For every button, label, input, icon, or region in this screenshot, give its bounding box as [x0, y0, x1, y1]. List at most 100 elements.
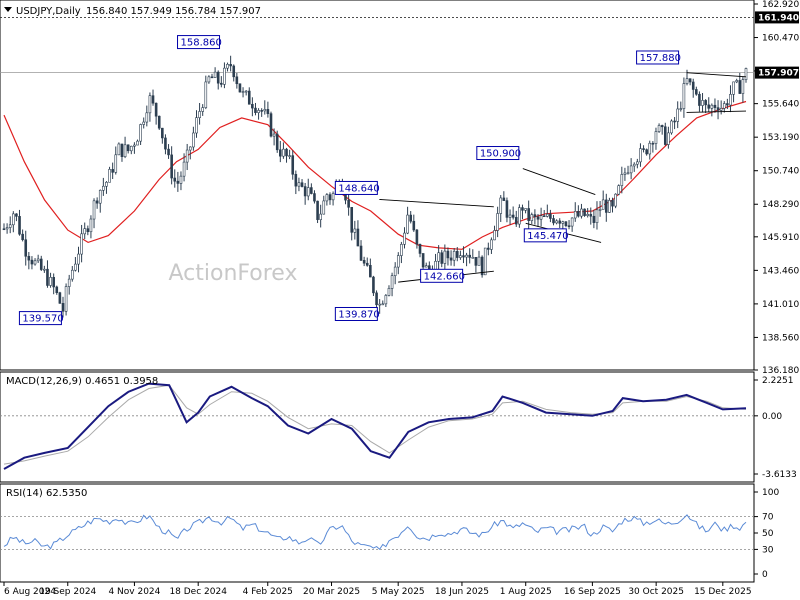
candle	[46, 260, 49, 288]
price-annotation: 150.900	[476, 146, 521, 161]
annotation-box	[476, 146, 520, 161]
candle	[626, 165, 630, 175]
candle	[623, 167, 627, 181]
candle-body	[285, 148, 288, 157]
candle	[567, 220, 571, 230]
candle	[710, 103, 714, 117]
candle	[98, 189, 102, 213]
candle-body	[313, 193, 316, 202]
candle-body	[639, 148, 642, 163]
candle-body	[154, 102, 158, 117]
candle	[83, 222, 87, 240]
candle	[55, 285, 59, 295]
candle-body	[232, 65, 236, 78]
candle-body	[266, 109, 270, 114]
candle-body	[80, 233, 83, 255]
candle-body	[530, 214, 534, 221]
rsi-tick-label: 30	[762, 545, 774, 555]
candle-body	[365, 262, 369, 266]
candle-body	[185, 149, 189, 163]
candle	[390, 272, 394, 297]
candle-body	[192, 132, 195, 148]
candle-body	[49, 277, 52, 286]
candle	[549, 209, 552, 223]
candle	[30, 256, 34, 270]
candle-body	[133, 144, 136, 147]
candle-body	[74, 263, 77, 271]
candle	[707, 97, 711, 113]
candle-body	[21, 233, 24, 241]
candle	[642, 145, 645, 153]
candle-body	[157, 115, 161, 129]
candle	[353, 220, 357, 240]
candle	[502, 191, 506, 201]
y-tick-label: 141.010	[762, 300, 799, 310]
candle-body	[396, 255, 400, 268]
candle	[173, 169, 177, 188]
candle	[490, 237, 493, 254]
candle	[145, 105, 149, 127]
candle	[570, 217, 574, 232]
candle-body	[142, 121, 146, 125]
candle	[645, 148, 648, 156]
candle-body	[421, 253, 425, 268]
annotation-box	[177, 35, 221, 50]
price-annotation: 148.640	[334, 180, 380, 195]
candle-body	[173, 177, 177, 182]
candle	[80, 224, 83, 263]
candle-body	[477, 256, 481, 266]
candle-body	[350, 206, 354, 233]
candle	[729, 85, 732, 113]
candle	[369, 258, 372, 278]
candle-body	[744, 68, 748, 80]
candle	[701, 92, 704, 113]
candle-body	[636, 161, 639, 165]
candle-body	[18, 216, 21, 235]
candle-body	[310, 187, 313, 194]
candle	[716, 100, 720, 120]
candle-body	[670, 120, 673, 134]
candle-body	[161, 127, 164, 139]
candle	[396, 252, 400, 275]
candle	[238, 83, 242, 93]
date-tick-label: 15 Dec 2025	[694, 587, 752, 597]
candle	[226, 62, 229, 72]
candle	[310, 183, 313, 195]
candle-body	[527, 208, 530, 221]
candle	[229, 55, 232, 72]
candle	[611, 197, 614, 213]
annotation-box	[334, 306, 378, 321]
y-tick-label: 155.640	[762, 100, 799, 110]
candle-body	[27, 255, 31, 261]
annotation-label: 150.900	[480, 149, 521, 160]
candle-body	[660, 125, 664, 128]
candle	[505, 197, 509, 223]
candle	[679, 101, 683, 112]
collapse-triangle-icon[interactable]	[4, 7, 12, 12]
candle-body	[626, 172, 630, 175]
date-tick-label: 18 Jun 2025	[435, 587, 489, 597]
candle	[698, 91, 701, 112]
candle	[195, 110, 198, 138]
candle-body	[695, 89, 698, 95]
candle	[406, 206, 409, 235]
candle	[151, 89, 155, 106]
candle	[474, 257, 478, 273]
candle-body	[111, 169, 114, 173]
candle	[179, 171, 183, 191]
candle	[449, 250, 453, 266]
candle	[452, 248, 456, 267]
date-tick-label: 6 Aug 2024	[4, 587, 56, 597]
candle-body	[412, 220, 416, 231]
candle-body	[36, 258, 40, 262]
candle	[126, 144, 130, 154]
candle	[216, 70, 220, 90]
date-tick-label: 5 May 2025	[372, 587, 425, 597]
candle-body	[521, 207, 524, 211]
candle	[580, 203, 583, 219]
candle-body	[117, 143, 121, 156]
date-tick-label: 4 Feb 2025	[243, 587, 293, 597]
macd-tick-label: 2.2251	[762, 376, 794, 386]
candle-body	[39, 258, 43, 270]
macd-signal-line	[3, 384, 747, 465]
